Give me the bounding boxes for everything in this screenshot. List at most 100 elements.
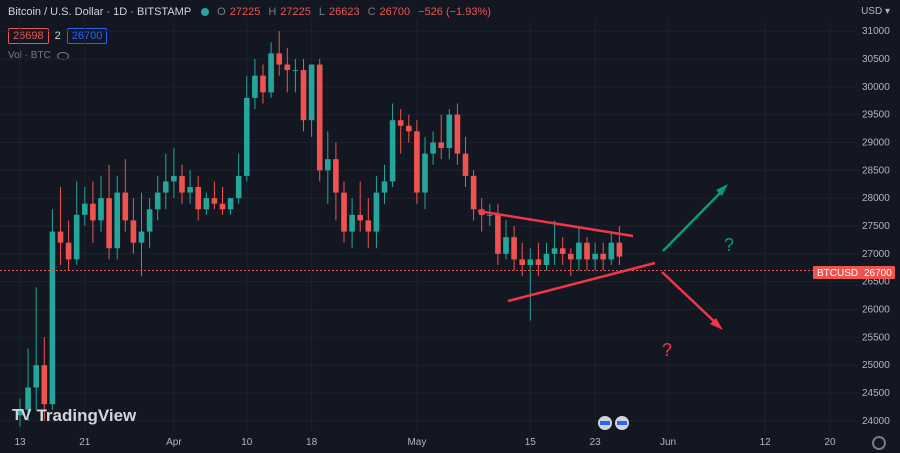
market-status-icon (201, 8, 210, 16)
bullish-arrow[interactable] (662, 184, 728, 252)
candle-body (41, 365, 48, 405)
question-mark-up: ? (724, 235, 734, 255)
currency-label: USD (861, 6, 883, 17)
candle-body (414, 131, 420, 193)
candle-body (381, 181, 388, 193)
candle-body (252, 75, 258, 98)
candle-body (138, 231, 145, 243)
candle-body (397, 120, 404, 126)
candle-body (316, 64, 323, 171)
y-tick-label: 26500 (862, 277, 890, 288)
high-value: 27225 (280, 6, 311, 18)
triangle-lower-line (507, 261, 656, 303)
candle-body (349, 214, 355, 232)
candle-body (568, 253, 574, 260)
candle-body (308, 64, 315, 121)
x-tick-label: Apr (166, 437, 182, 448)
question-mark-down: ? (662, 340, 672, 360)
y-tick-label: 30500 (862, 54, 890, 65)
y-tick-label: 28000 (862, 193, 890, 204)
candle-body (179, 175, 185, 193)
close-key: C (367, 6, 376, 18)
x-tick-label: 23 (590, 437, 602, 448)
currency-menu[interactable]: USD ▾ (861, 6, 890, 17)
candle-body (90, 203, 96, 221)
candle-body (98, 198, 104, 221)
candle-body (438, 142, 444, 149)
candle-body (276, 53, 282, 65)
event-flag-icon[interactable] (598, 416, 629, 430)
volume-label: Vol · BTC (8, 50, 51, 61)
time-axis: 13 21 Apr 10 18 May 15 23 Jun 12 20 (14, 437, 836, 448)
candle-body (114, 192, 120, 249)
price-tag: BTCUSD 26700 (813, 266, 895, 279)
candle-body (300, 70, 307, 121)
sell-button[interactable]: 26698 (8, 28, 49, 44)
y-tick-label: 24500 (862, 388, 890, 399)
tradingview-logo: TV TradingView (12, 406, 136, 426)
candle-body (244, 97, 250, 176)
triangle-pattern[interactable] (477, 209, 656, 303)
candle-body (187, 187, 193, 193)
arrow-down-head-icon (710, 318, 723, 330)
candle-body (487, 214, 493, 216)
candle-body (284, 64, 291, 71)
candle-body (211, 198, 218, 204)
candle-body (373, 192, 380, 232)
y-tick-label: 27000 (862, 249, 890, 260)
candle-body (495, 214, 501, 254)
y-tick-label: 27500 (862, 221, 890, 232)
candle-body (389, 120, 396, 182)
candle-body (268, 53, 274, 93)
y-tick-label: 26000 (862, 305, 890, 316)
y-tick-label: 31000 (862, 26, 890, 37)
candle-body (527, 259, 534, 265)
x-tick-label: 10 (241, 437, 253, 448)
price-tag-symbol: BTCUSD (817, 268, 858, 279)
grid-lines (0, 20, 858, 432)
x-tick-label: 13 (14, 437, 26, 448)
high-key: H (268, 6, 277, 18)
candle-body (543, 253, 550, 265)
candle-body (49, 231, 56, 405)
candle-body (576, 242, 582, 260)
candle-body (130, 220, 137, 243)
y-tick-label: 25000 (862, 360, 890, 371)
candle-body (171, 175, 177, 182)
candle-body (82, 203, 88, 215)
x-tick-label: May (407, 437, 426, 448)
candle-body (422, 153, 428, 193)
settings-gear-icon[interactable] (872, 436, 886, 450)
low-key: L (318, 6, 325, 18)
candle-body (470, 175, 477, 210)
candle-body (203, 198, 210, 210)
candle-body (608, 242, 615, 260)
candle-body (122, 192, 129, 221)
candle-body (503, 237, 509, 254)
symbol-title[interactable]: Bitcoin / U.S. Dollar · 1D · BITSTAMP (8, 6, 192, 18)
candle-body (559, 248, 566, 254)
buy-button[interactable]: 26700 (66, 28, 108, 44)
open-value: 27225 (229, 6, 261, 18)
candle-body (462, 153, 469, 176)
candle-body (219, 203, 226, 210)
y-tick-label: 28500 (862, 165, 890, 176)
x-tick-label: 15 (525, 437, 537, 448)
candle-body (235, 175, 242, 199)
candle-body (535, 259, 542, 265)
candle-body (584, 242, 590, 260)
y-tick-label: 29000 (862, 137, 890, 148)
bearish-arrow[interactable] (661, 271, 723, 330)
candle-body (154, 192, 161, 210)
candle-body (163, 181, 169, 193)
close-value: 26700 (379, 6, 411, 18)
order-row: 26698 2 26700 (8, 28, 108, 44)
candle-body (227, 198, 234, 210)
candle-body (365, 220, 372, 232)
candle-body (325, 159, 331, 171)
candle-body (260, 75, 266, 93)
candle-body (333, 159, 339, 193)
candle-body (195, 187, 201, 210)
brand-name: TradingView (36, 406, 137, 425)
